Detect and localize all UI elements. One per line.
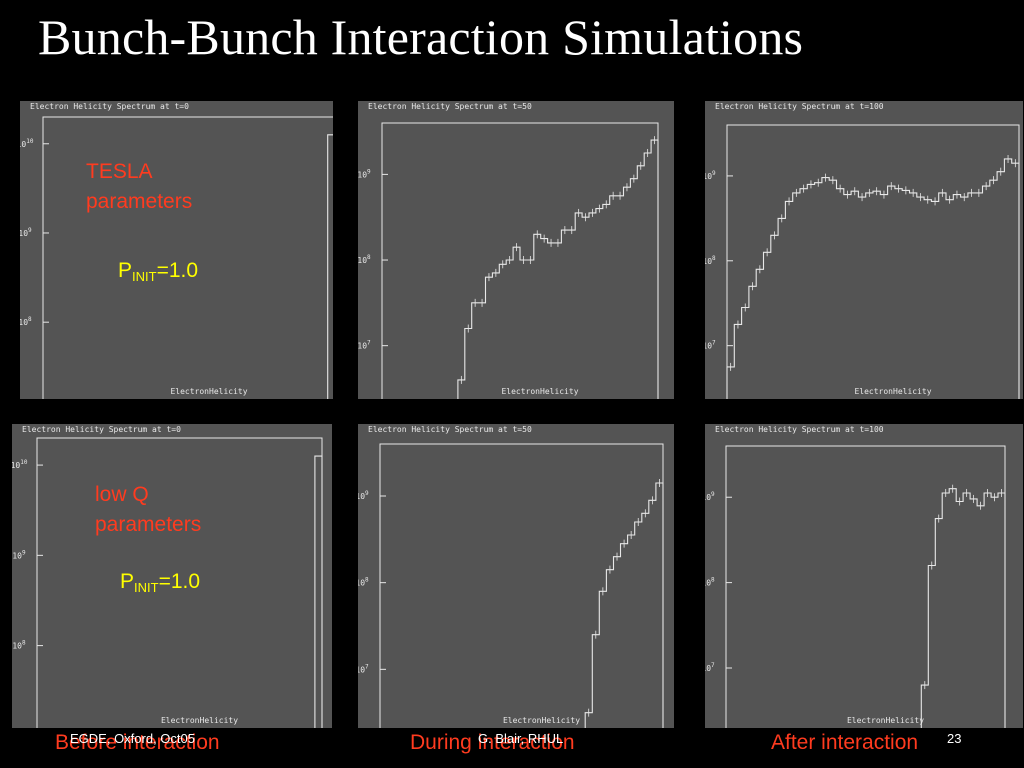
- histogram-line: [920, 488, 1006, 728]
- histogram-line: [327, 134, 333, 399]
- caption-after: After interaction: [771, 731, 919, 754]
- histogram-line: [584, 482, 664, 728]
- caption-during: During interaction: [410, 731, 575, 754]
- y-tick-label: 108: [12, 640, 26, 651]
- pinit-value: =1.0: [156, 259, 199, 282]
- chart-title: Electron Helicity Spectrum at t=0: [22, 425, 181, 434]
- chart-svg: Electron Helicity Spectrum at t=500.9800…: [358, 425, 664, 728]
- y-tick-label: 107: [705, 662, 715, 673]
- y-tick-label: 1010: [12, 459, 28, 470]
- plot-tesla-during: Electron Helicity Spectrum at t=500.9800…: [358, 101, 674, 399]
- y-tick-label: 109: [705, 170, 716, 181]
- plot-frame: [726, 124, 1020, 399]
- y-tick-label: 107: [358, 340, 371, 351]
- y-tick-label: 108: [705, 577, 715, 588]
- plot-frame: [725, 445, 1006, 728]
- x-axis-label: ElectronHelicity: [170, 387, 247, 396]
- pinit-label-top: PINIT=1.0: [118, 256, 198, 292]
- pinit-sub: INIT: [132, 269, 157, 284]
- histogram-line: [726, 158, 1020, 399]
- y-tick-label: 109: [358, 168, 371, 179]
- lowq-title: low Q: [95, 483, 149, 506]
- caption-before: Before interaction: [55, 731, 220, 754]
- chart-svg: Electron Helicity Spectrum at t=1000.980…: [705, 102, 1020, 399]
- x-axis-label: ElectronHelicity: [501, 387, 578, 396]
- footer-center: G. Blair, RHUL: [478, 731, 564, 746]
- plot-lowq-during: Electron Helicity Spectrum at t=500.9800…: [358, 424, 674, 728]
- lowq-subtitle: parameters: [95, 513, 202, 536]
- chart-title: Electron Helicity Spectrum at t=100: [715, 425, 884, 434]
- y-tick-label: 109: [12, 549, 26, 560]
- histogram-line: [457, 139, 659, 399]
- plot-lowq-before: Electron Helicity Spectrum at t=00.9800.…: [12, 424, 332, 728]
- slide-title: Bunch-Bunch Interaction Simulations: [38, 9, 804, 65]
- x-axis-label: ElectronHelicity: [503, 716, 580, 725]
- plot-frame: [42, 116, 333, 399]
- y-tick-label: 108: [20, 316, 32, 327]
- pinit-sub: INIT: [134, 580, 159, 595]
- y-tick-label: 107: [358, 663, 369, 674]
- y-tick-label: 108: [705, 255, 716, 266]
- pinit-p: P: [118, 259, 133, 282]
- y-tick-label: 108: [358, 577, 369, 588]
- chart-svg: Electron Helicity Spectrum at t=00.9800.…: [12, 425, 323, 728]
- chart-title: Electron Helicity Spectrum at t=50: [368, 425, 532, 434]
- plot-tesla-before: Electron Helicity Spectrum at t=00.9800.…: [20, 101, 333, 399]
- chart-svg: Electron Helicity Spectrum at t=500.9800…: [358, 102, 659, 399]
- chart-title: Electron Helicity Spectrum at t=100: [715, 102, 884, 111]
- footer-left: EGDE, Oxford, Oct05: [70, 731, 195, 746]
- chart-svg: Electron Helicity Spectrum at t=00.9800.…: [20, 102, 333, 399]
- y-tick-label: 109: [705, 491, 715, 502]
- plot-tesla-after: Electron Helicity Spectrum at t=1000.980…: [705, 101, 1023, 399]
- y-tick-label: 109: [358, 490, 369, 501]
- chart-title: Electron Helicity Spectrum at t=50: [368, 102, 532, 111]
- y-tick-label: 109: [20, 227, 32, 238]
- plot-lowq-after: Electron Helicity Spectrum at t=1000.980…: [705, 424, 1023, 728]
- chart-svg: Electron Helicity Spectrum at t=1000.980…: [705, 425, 1006, 728]
- pinit-label-bottom: PINIT=1.0: [120, 567, 200, 603]
- tesla-label: TESLA parameters: [86, 157, 192, 217]
- chart-title: Electron Helicity Spectrum at t=0: [30, 102, 189, 111]
- tesla-subtitle: parameters: [86, 190, 193, 213]
- pinit-value: =1.0: [158, 570, 201, 593]
- y-tick-label: 1010: [20, 138, 34, 149]
- plot-frame: [381, 122, 659, 399]
- pinit-p: P: [120, 570, 135, 593]
- histogram-line: [314, 455, 323, 728]
- x-axis-label: ElectronHelicity: [161, 716, 238, 725]
- tesla-title: TESLA: [86, 160, 153, 183]
- lowq-label: low Q parameters: [95, 480, 201, 540]
- plot-frame: [379, 443, 664, 728]
- y-tick-label: 108: [358, 254, 371, 265]
- footer-page-number: 23: [947, 731, 962, 746]
- x-axis-label: ElectronHelicity: [854, 387, 931, 396]
- y-tick-label: 107: [705, 340, 716, 351]
- x-axis-label: ElectronHelicity: [847, 716, 924, 725]
